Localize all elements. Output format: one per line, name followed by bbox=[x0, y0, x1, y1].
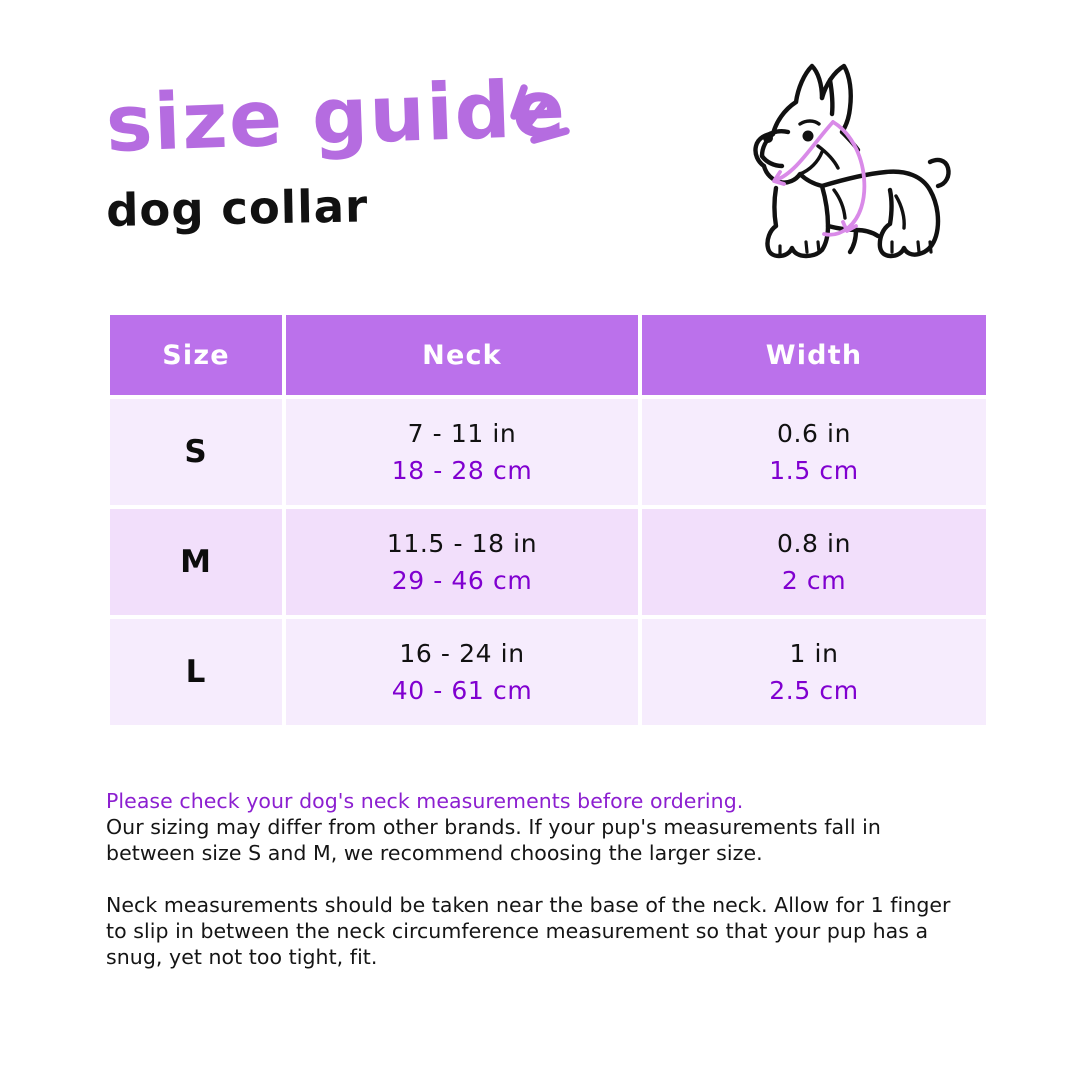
width-centimeters: 1.5 cm bbox=[769, 456, 859, 485]
column-header-size: Size bbox=[110, 315, 282, 395]
note-paragraph-2: Neck measurements should be taken near t… bbox=[106, 893, 951, 969]
table-header-row: Size Neck Width bbox=[110, 315, 986, 395]
size-letter: S bbox=[184, 434, 208, 470]
note-paragraph-1: Our sizing may differ from other brands.… bbox=[106, 815, 881, 865]
width-centimeters: 2.5 cm bbox=[769, 676, 859, 705]
cell-size: M bbox=[110, 509, 282, 615]
column-header-neck: Neck bbox=[286, 315, 638, 395]
cell-size: S bbox=[110, 399, 282, 505]
table-row: M 11.5 - 18 in 29 - 46 cm 0.8 in 2 cm bbox=[110, 509, 986, 615]
width-centimeters: 2 cm bbox=[781, 566, 847, 595]
cell-neck: 16 - 24 in 40 - 61 cm bbox=[286, 619, 638, 725]
header-block: size guide dog collar bbox=[104, 64, 666, 266]
column-header-width: Width bbox=[642, 315, 986, 395]
neck-centimeters: 40 - 61 cm bbox=[391, 676, 533, 705]
page-subtitle: dog collar bbox=[105, 179, 369, 237]
neck-centimeters: 18 - 28 cm bbox=[391, 456, 533, 485]
width-inches: 0.6 in bbox=[776, 419, 852, 448]
size-guide-table: Size Neck Width S 7 - 11 in 18 - 28 cm 0… bbox=[106, 311, 990, 729]
cell-neck: 11.5 - 18 in 29 - 46 cm bbox=[286, 509, 638, 615]
note-spacer bbox=[106, 866, 974, 892]
cell-width: 1 in 2.5 cm bbox=[642, 619, 986, 725]
french-bulldog-line-drawing bbox=[753, 63, 951, 259]
cell-width: 0.8 in 2 cm bbox=[642, 509, 986, 615]
neck-inches: 11.5 - 18 in bbox=[386, 529, 538, 558]
cell-neck: 7 - 11 in 18 - 28 cm bbox=[286, 399, 638, 505]
width-inches: 0.8 in bbox=[776, 529, 852, 558]
neck-inches: 7 - 11 in bbox=[407, 419, 517, 448]
size-letter: L bbox=[185, 654, 207, 690]
neck-inches: 16 - 24 in bbox=[399, 639, 525, 668]
page-title: size guide bbox=[104, 63, 568, 170]
size-letter: M bbox=[180, 544, 212, 580]
neck-measurement-loop bbox=[772, 120, 867, 237]
cell-width: 0.6 in 1.5 cm bbox=[642, 399, 986, 505]
width-inches: 1 in bbox=[789, 639, 839, 668]
notes-block: Please check your dog's neck measurement… bbox=[106, 788, 974, 970]
note-highlight: Please check your dog's neck measurement… bbox=[106, 789, 744, 813]
table-row: S 7 - 11 in 18 - 28 cm 0.6 in 1.5 cm bbox=[110, 399, 986, 505]
table-row: L 16 - 24 in 40 - 61 cm 1 in 2.5 cm bbox=[110, 619, 986, 725]
cell-size: L bbox=[110, 619, 282, 725]
neck-centimeters: 29 - 46 cm bbox=[391, 566, 533, 595]
